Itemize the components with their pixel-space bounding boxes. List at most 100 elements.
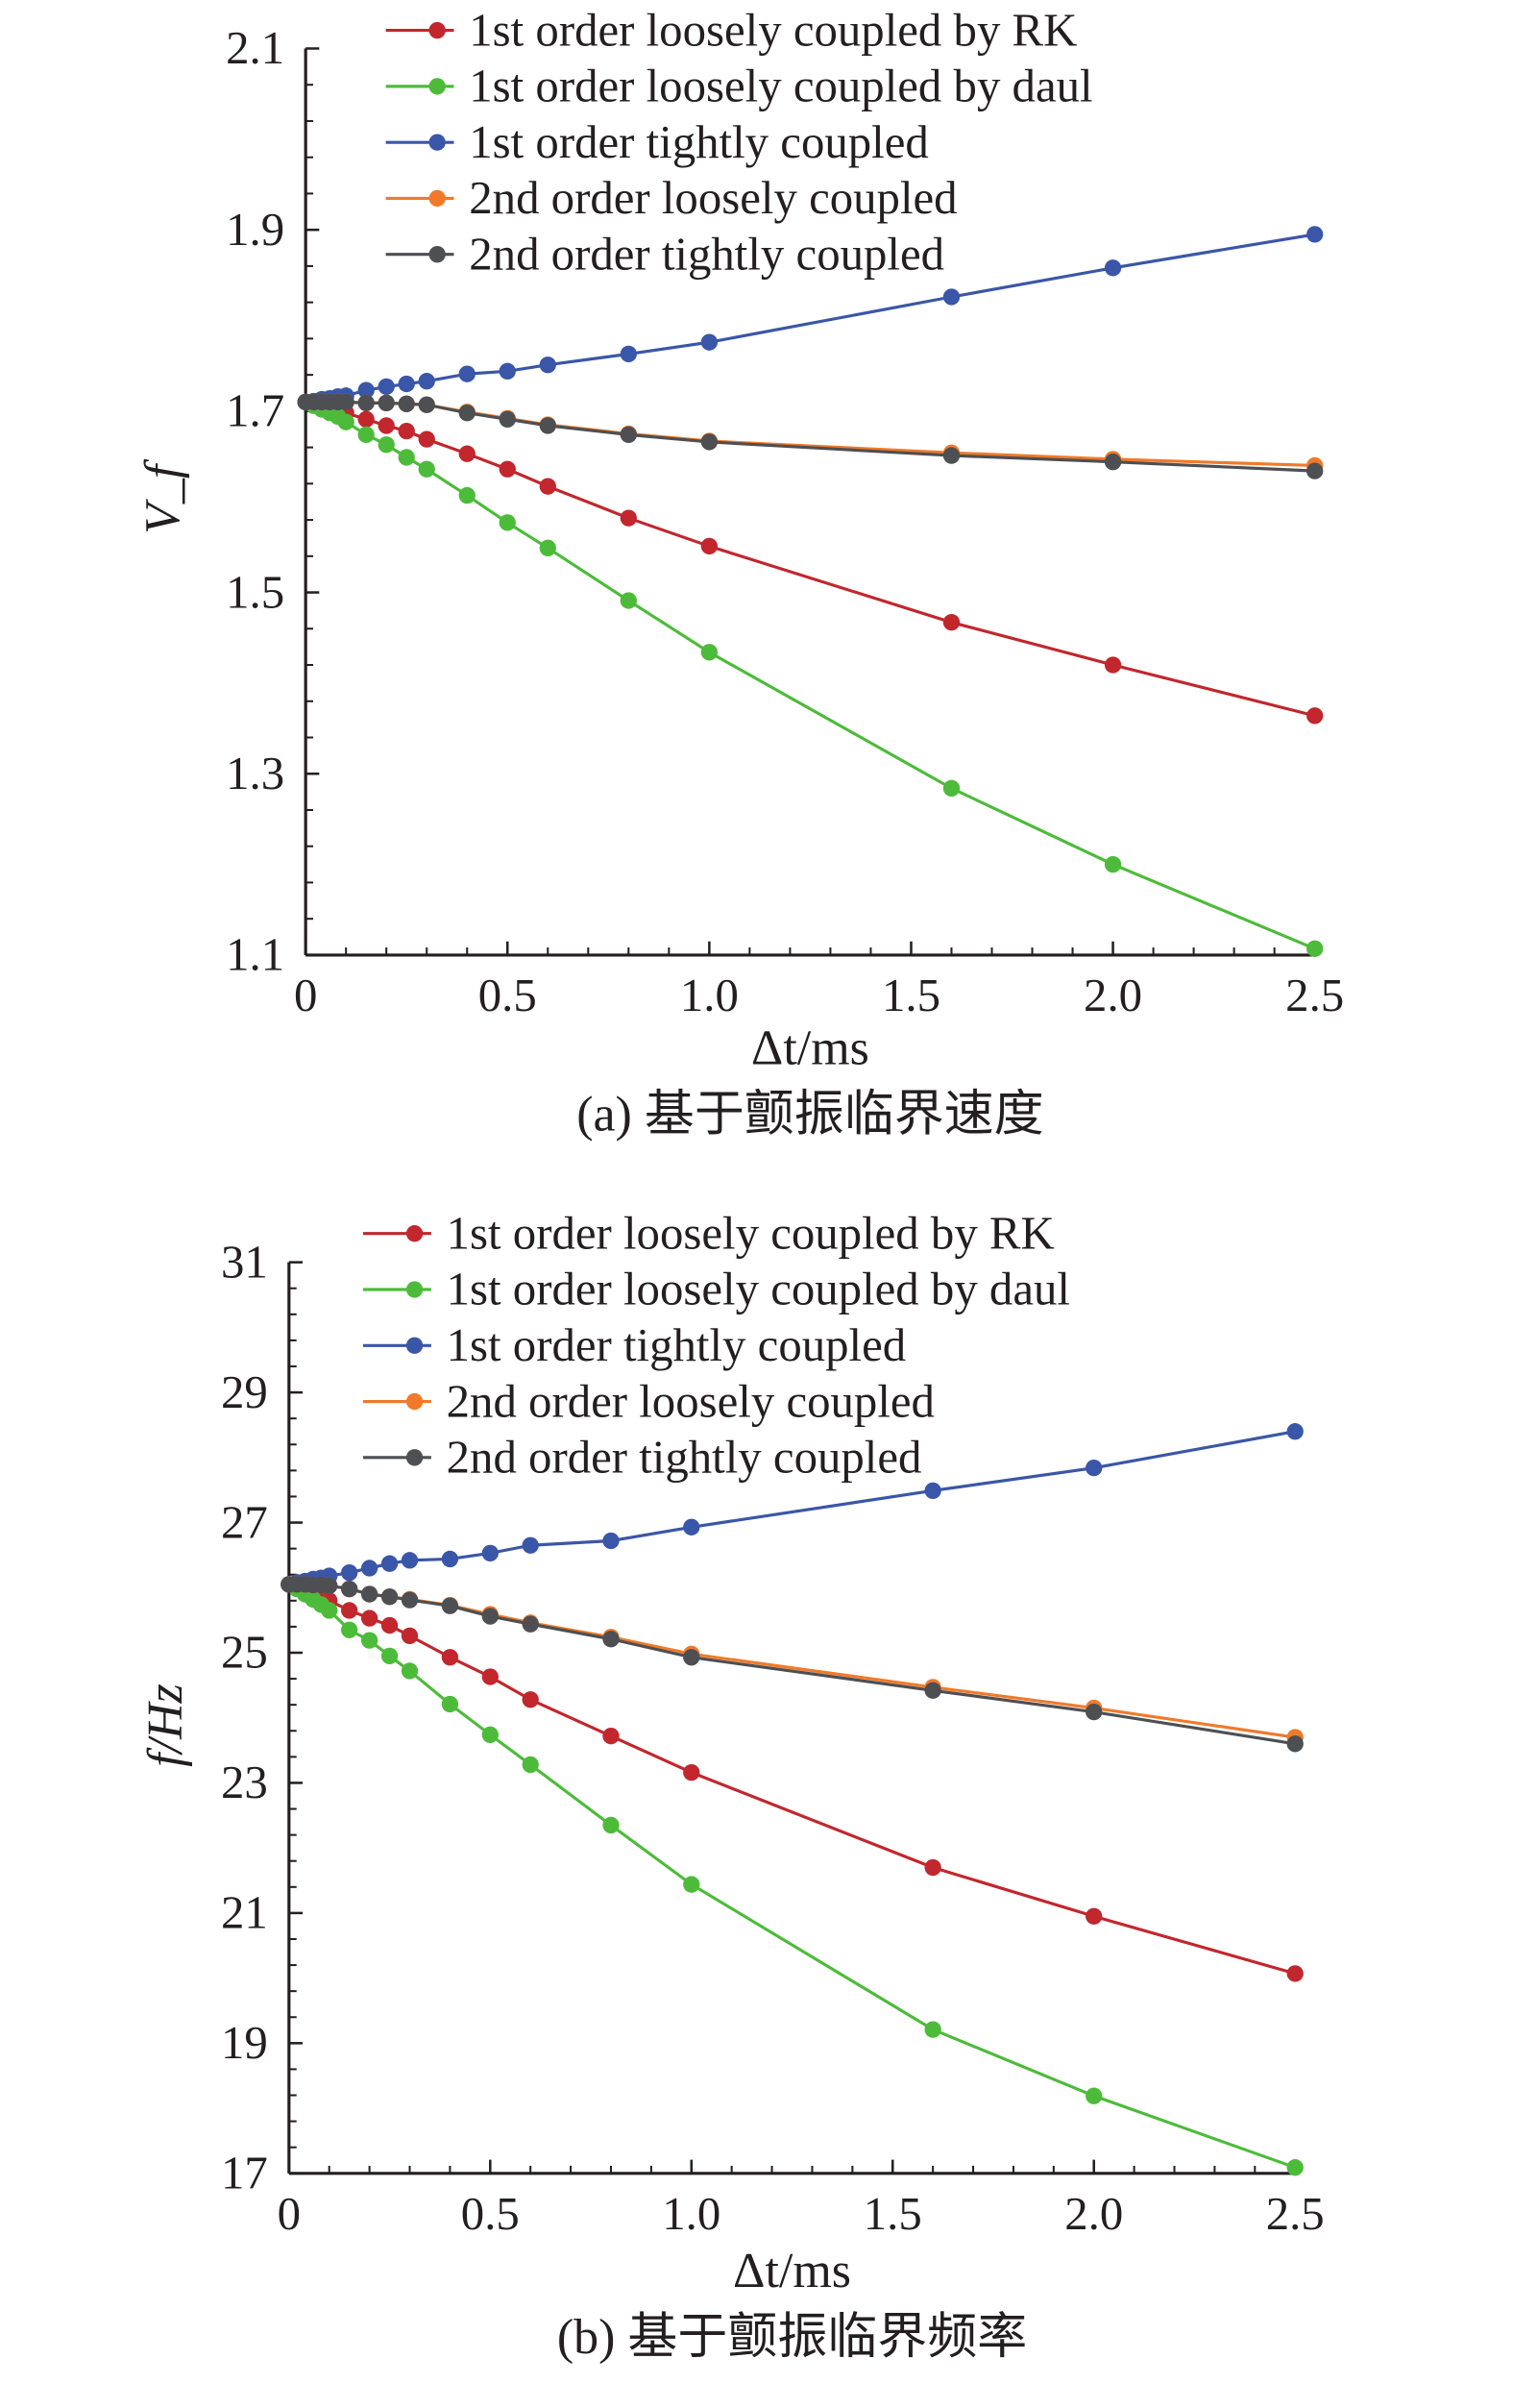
data-point — [700, 644, 719, 661]
data-point — [378, 417, 395, 434]
legend-marker — [405, 1337, 424, 1354]
legend-item: 1st order loosely coupled by RK — [385, 3, 1077, 56]
data-point — [620, 509, 637, 527]
data-point — [1086, 1703, 1103, 1721]
legend-marker — [405, 1225, 424, 1242]
data-point — [620, 592, 637, 609]
data-point — [1104, 259, 1122, 277]
data-point — [602, 1816, 620, 1834]
y-tick-label: 23 — [221, 1756, 268, 1808]
series-2 — [281, 1576, 1304, 2176]
data-point — [481, 1608, 499, 1625]
data-point — [1086, 1459, 1103, 1477]
data-point — [398, 375, 415, 393]
series-1 — [297, 393, 1324, 725]
y-tick-label: 1.1 — [226, 928, 284, 981]
y-tick-label: 19 — [221, 2016, 268, 2069]
legend-item: 1st order tightly coupled — [385, 115, 929, 168]
data-point — [398, 395, 415, 412]
data-point — [683, 1649, 700, 1666]
data-point — [357, 426, 375, 444]
series-4 — [297, 393, 1324, 475]
x-tick-label: 1.5 — [882, 969, 940, 1021]
data-point — [380, 1616, 399, 1634]
data-point — [683, 1876, 700, 1893]
series-line — [288, 1583, 1296, 1739]
data-point — [401, 1552, 419, 1569]
data-point — [458, 486, 476, 504]
x-tick-label: 0.5 — [478, 969, 537, 1021]
legend-marker — [428, 189, 446, 208]
legend-marker — [405, 1281, 424, 1298]
legend-item: 1st order loosely coupled by daul — [385, 60, 1093, 112]
series-line — [305, 400, 1316, 950]
y-tick-label: 1.7 — [226, 384, 284, 437]
x-tick-label: 2.5 — [1266, 2187, 1325, 2240]
legend-item: 2nd order loosely coupled — [363, 1374, 935, 1427]
data-point — [418, 373, 435, 390]
data-point — [401, 1662, 419, 1680]
legend-marker — [428, 134, 446, 151]
data-point — [1286, 1423, 1304, 1440]
data-point — [683, 1518, 700, 1536]
series-2 — [297, 393, 1324, 957]
y-axis-label: V_f — [135, 458, 190, 534]
data-point — [1286, 1965, 1304, 1982]
data-point — [341, 1580, 358, 1598]
x-tick-label: 2.0 — [1064, 2187, 1123, 2240]
data-point — [942, 447, 961, 464]
figure-caption: (b) 基于颤振临界频率 — [557, 2310, 1027, 2365]
data-point — [401, 1627, 419, 1645]
y-tick-label: 2.1 — [226, 21, 284, 74]
data-point — [357, 381, 375, 399]
data-point — [481, 1726, 499, 1743]
data-point — [539, 478, 556, 495]
data-point — [341, 1621, 358, 1638]
series-line — [288, 1583, 1296, 1976]
legend-label: 2nd order tightly coupled — [447, 1431, 922, 1484]
legend-item: 2nd order loosely coupled — [385, 171, 958, 224]
x-axis-label: Δt/ms — [751, 1020, 869, 1075]
legend-marker — [428, 21, 446, 39]
data-point — [418, 396, 435, 413]
y-tick-label: 31 — [221, 1235, 268, 1288]
x-tick-label: 2.0 — [1084, 969, 1142, 1021]
data-point — [1104, 454, 1122, 471]
y-tick-label: 27 — [221, 1495, 268, 1548]
data-point — [380, 1647, 399, 1665]
data-point — [924, 1482, 941, 1500]
data-point — [357, 394, 375, 412]
x-tick-label: 0 — [294, 969, 317, 1021]
data-point — [539, 539, 556, 556]
figure-caption: (a) 基于颤振临界速度 — [576, 1088, 1043, 1143]
data-point — [1104, 855, 1122, 873]
data-point — [378, 394, 395, 412]
data-point — [942, 779, 961, 797]
data-point — [522, 1756, 539, 1774]
data-point — [499, 460, 516, 478]
data-point — [1286, 1735, 1304, 1753]
data-point — [539, 356, 556, 374]
data-point — [602, 1532, 620, 1550]
legend-label: 2nd order tightly coupled — [469, 227, 944, 280]
y-tick-label: 1.9 — [226, 203, 284, 256]
y-tick-label: 21 — [221, 1886, 268, 1939]
legend-marker — [428, 78, 446, 95]
x-tick-label: 0.5 — [461, 2187, 520, 2240]
series-1 — [281, 1576, 1304, 1982]
data-point — [1306, 462, 1324, 479]
data-point — [481, 1668, 499, 1685]
legend-label: 2nd order loosely coupled — [469, 171, 957, 224]
data-point — [700, 433, 719, 451]
data-point — [602, 1631, 620, 1648]
data-point — [1086, 2087, 1103, 2104]
data-point — [398, 422, 415, 440]
data-point — [441, 1550, 459, 1568]
data-point — [1086, 1907, 1103, 1925]
data-point — [620, 345, 637, 363]
x-tick-label: 2.5 — [1285, 969, 1344, 1021]
legend-item: 2nd order tightly coupled — [363, 1431, 921, 1484]
legend-label: 1st order tightly coupled — [447, 1318, 907, 1371]
x-tick-label: 0 — [278, 2187, 301, 2240]
